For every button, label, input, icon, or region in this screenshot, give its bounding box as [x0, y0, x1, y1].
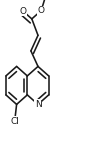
Text: O: O: [20, 7, 27, 16]
Text: O: O: [38, 6, 45, 15]
Text: N: N: [35, 100, 41, 109]
Text: Cl: Cl: [10, 117, 19, 126]
